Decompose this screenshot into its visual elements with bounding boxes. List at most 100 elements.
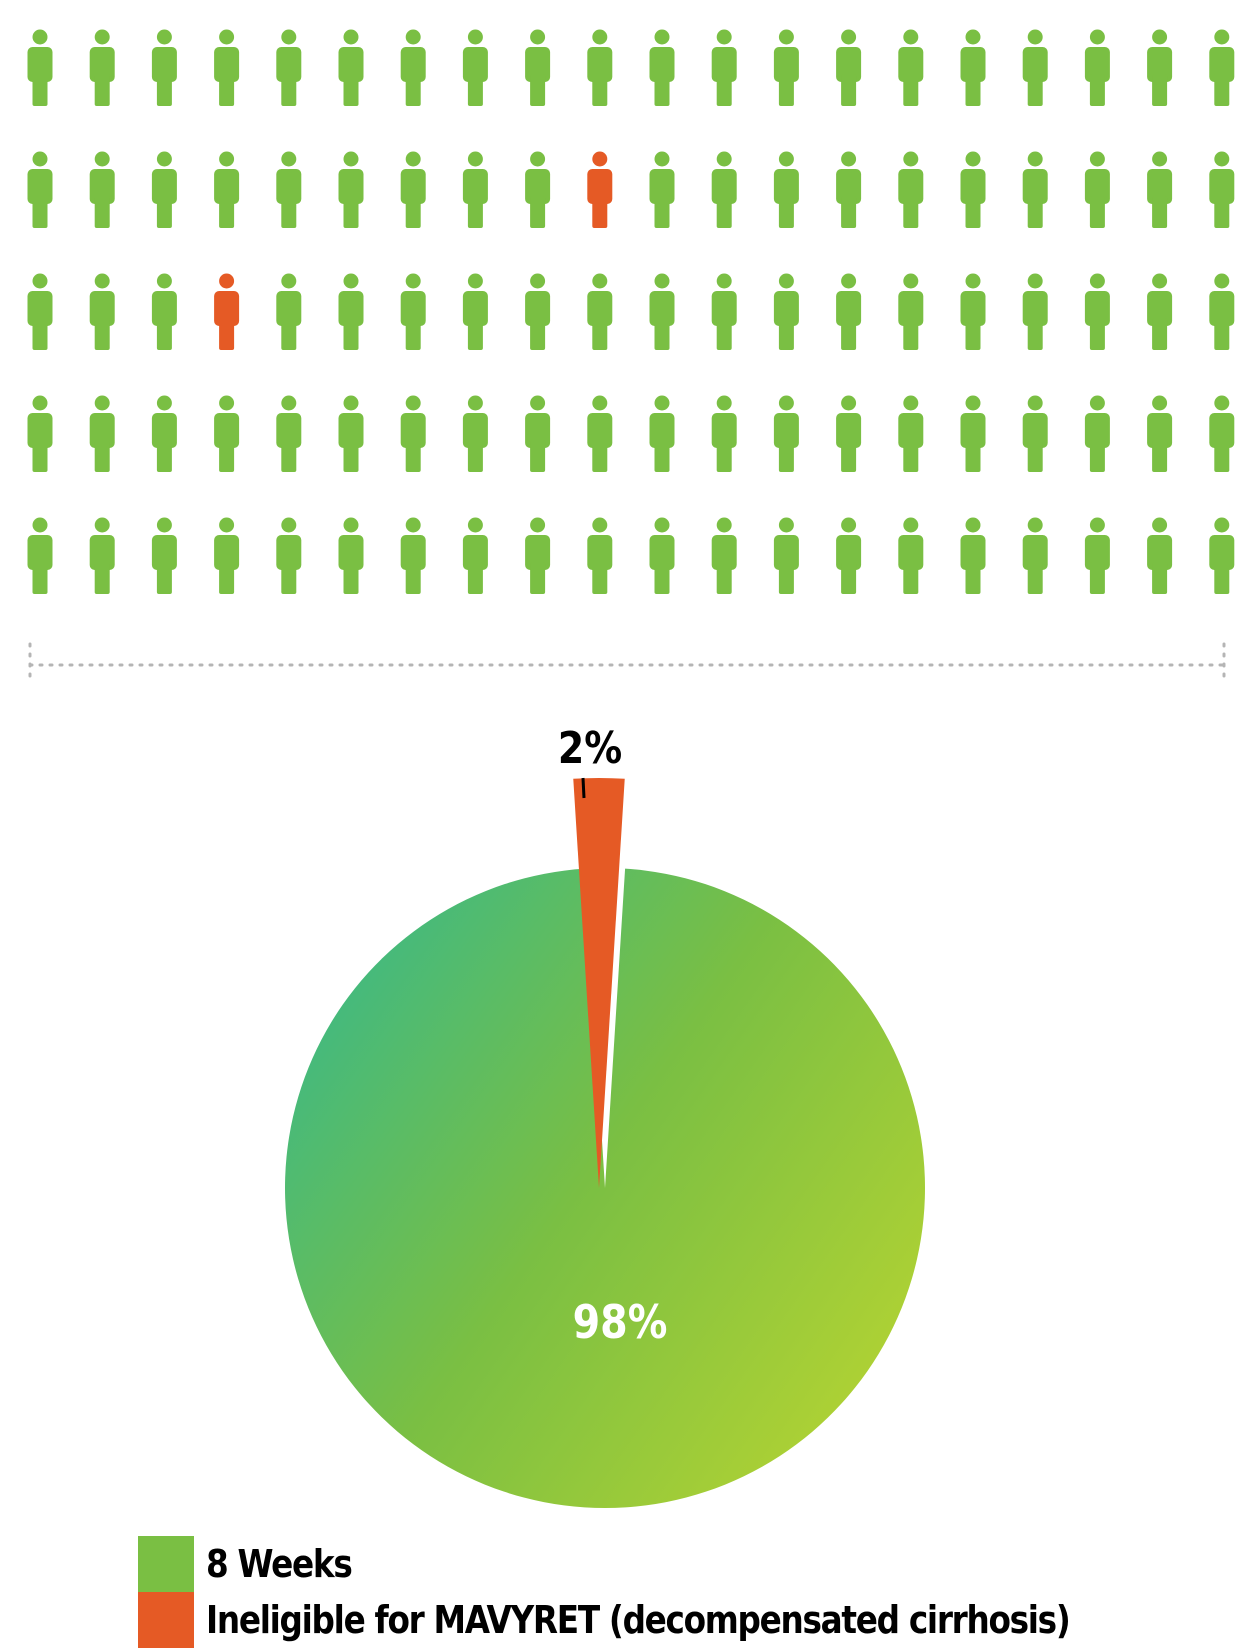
- person-icon-8-weeks: [462, 29, 488, 106]
- person-icon-8-weeks: [151, 517, 177, 594]
- legend-label-8-weeks: 8 Weeks: [206, 1542, 353, 1586]
- person-icon-8-weeks: [960, 29, 986, 106]
- person-icon-8-weeks: [1209, 395, 1235, 472]
- people-pictogram: [27, 29, 1235, 594]
- person-icon-8-weeks: [338, 395, 364, 472]
- person-icon-8-weeks: [276, 517, 302, 594]
- person-icon-8-weeks: [1209, 29, 1235, 106]
- person-icon-8-weeks: [400, 395, 426, 472]
- person-icon-8-weeks: [1084, 395, 1110, 472]
- person-icon-8-weeks: [89, 273, 115, 350]
- person-icon-8-weeks: [338, 151, 364, 228]
- person-icon-8-weeks: [773, 395, 799, 472]
- legend-swatch-green: [138, 1536, 194, 1592]
- person-icon-8-weeks: [338, 517, 364, 594]
- person-icon-8-weeks: [151, 273, 177, 350]
- person-icon-8-weeks: [400, 517, 426, 594]
- person-icon-8-weeks: [151, 29, 177, 106]
- pie-slice-8-weeks: [285, 868, 925, 1508]
- person-icon-8-weeks: [1147, 395, 1173, 472]
- legend-item-8-weeks: 8 Weeks: [138, 1536, 1210, 1592]
- dotted-divider: [28, 642, 1226, 682]
- person-icon-8-weeks: [649, 273, 675, 350]
- person-icon-8-weeks: [960, 395, 986, 472]
- pie-slice-label-8-weeks: 98%: [573, 1296, 668, 1350]
- person-icon-8-weeks: [1209, 517, 1235, 594]
- person-icon-8-weeks: [89, 395, 115, 472]
- person-icon-8-weeks: [276, 273, 302, 350]
- person-icon-8-weeks: [276, 151, 302, 228]
- person-icon-8-weeks: [89, 29, 115, 106]
- person-icon-8-weeks: [151, 395, 177, 472]
- person-icon-8-weeks: [462, 273, 488, 350]
- person-icon-8-weeks: [400, 29, 426, 106]
- person-icon-8-weeks: [1084, 29, 1110, 106]
- person-icon-8-weeks: [27, 517, 53, 594]
- person-icon-8-weeks: [711, 273, 737, 350]
- person-icon-8-weeks: [89, 151, 115, 228]
- pie-slice-ineligible: [573, 778, 625, 1188]
- person-icon-8-weeks: [711, 517, 737, 594]
- person-icon-8-weeks: [960, 273, 986, 350]
- person-icon-8-weeks: [400, 273, 426, 350]
- person-icon-8-weeks: [836, 151, 862, 228]
- person-icon-8-weeks: [836, 273, 862, 350]
- person-icon-ineligible: [587, 151, 613, 228]
- legend: 8 Weeks Ineligible for MAVYRET (decompen…: [138, 1536, 1210, 1648]
- person-icon-8-weeks: [400, 151, 426, 228]
- pie-slice-label-ineligible: 2%: [558, 722, 622, 773]
- person-icon-8-weeks: [711, 151, 737, 228]
- person-icon-8-weeks: [711, 29, 737, 106]
- person-icon-8-weeks: [525, 395, 551, 472]
- person-icon-8-weeks: [898, 395, 924, 472]
- person-icon-8-weeks: [960, 151, 986, 228]
- person-icon-8-weeks: [27, 395, 53, 472]
- person-icon-8-weeks: [649, 29, 675, 106]
- person-icon-8-weeks: [587, 29, 613, 106]
- person-icon-8-weeks: [960, 517, 986, 594]
- legend-swatch-orange: [138, 1592, 194, 1648]
- person-icon-8-weeks: [1022, 395, 1048, 472]
- person-icon-8-weeks: [1209, 151, 1235, 228]
- person-icon-8-weeks: [587, 273, 613, 350]
- person-icon-8-weeks: [836, 395, 862, 472]
- person-icon-8-weeks: [587, 517, 613, 594]
- person-icon-8-weeks: [836, 29, 862, 106]
- person-icon-8-weeks: [649, 151, 675, 228]
- person-icon-8-weeks: [587, 395, 613, 472]
- person-icon-8-weeks: [214, 517, 240, 594]
- pie-chart: [285, 778, 925, 1508]
- person-icon-8-weeks: [773, 151, 799, 228]
- person-icon-8-weeks: [1147, 29, 1173, 106]
- person-icon-8-weeks: [836, 517, 862, 594]
- person-icon-8-weeks: [525, 517, 551, 594]
- person-icon-8-weeks: [1209, 273, 1235, 350]
- person-icon-8-weeks: [1147, 151, 1173, 228]
- person-icon-8-weeks: [1084, 151, 1110, 228]
- person-icon-8-weeks: [27, 29, 53, 106]
- person-icon-8-weeks: [1022, 273, 1048, 350]
- person-icon-8-weeks: [1022, 517, 1048, 594]
- person-icon-8-weeks: [338, 273, 364, 350]
- legend-label-ineligible: Ineligible for MAVYRET (decompensated ci…: [206, 1598, 1071, 1642]
- person-icon-8-weeks: [462, 517, 488, 594]
- person-icon-8-weeks: [649, 395, 675, 472]
- person-icon-8-weeks: [898, 517, 924, 594]
- person-icon-8-weeks: [1147, 273, 1173, 350]
- person-icon-8-weeks: [1084, 273, 1110, 350]
- person-icon-8-weeks: [649, 517, 675, 594]
- person-icon-8-weeks: [773, 273, 799, 350]
- person-icon-8-weeks: [89, 517, 115, 594]
- person-icon-8-weeks: [525, 273, 551, 350]
- person-icon-8-weeks: [1147, 517, 1173, 594]
- person-icon-8-weeks: [151, 151, 177, 228]
- person-icon-8-weeks: [711, 395, 737, 472]
- person-icon-8-weeks: [276, 395, 302, 472]
- person-icon-ineligible: [214, 273, 240, 350]
- person-icon-8-weeks: [27, 273, 53, 350]
- person-icon-8-weeks: [898, 273, 924, 350]
- person-icon-8-weeks: [338, 29, 364, 106]
- person-icon-8-weeks: [214, 395, 240, 472]
- legend-item-ineligible: Ineligible for MAVYRET (decompensated ci…: [138, 1592, 1210, 1648]
